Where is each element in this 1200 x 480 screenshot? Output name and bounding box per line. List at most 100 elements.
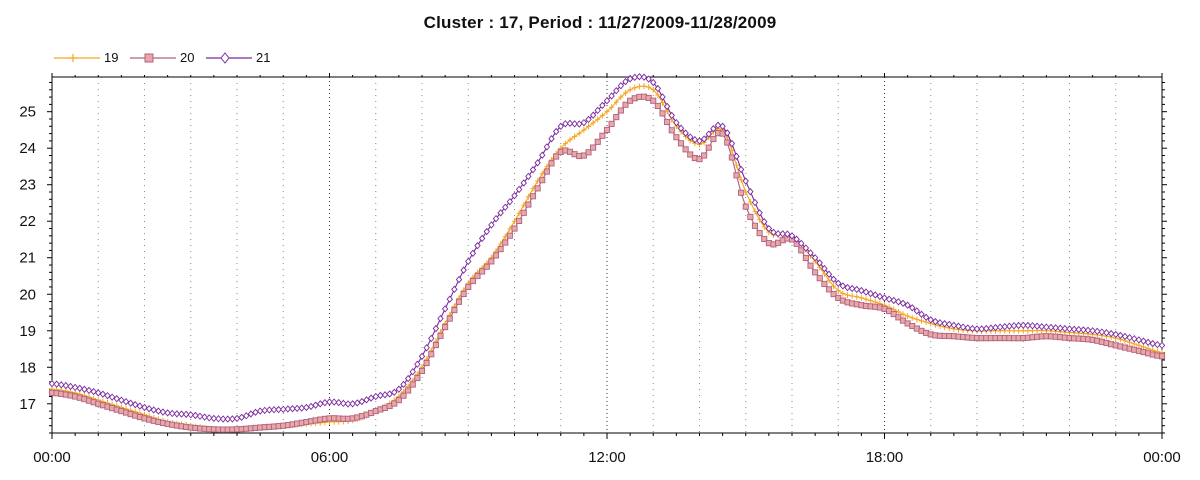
data-point-21 [932, 317, 939, 326]
data-point-21 [779, 230, 786, 238]
data-point-21 [441, 305, 449, 313]
data-point-21 [631, 73, 638, 82]
data-point-20 [525, 201, 532, 208]
data-point-20 [585, 149, 592, 156]
data-point-20 [733, 172, 740, 179]
data-point-20 [742, 203, 749, 210]
data-point-21 [529, 165, 537, 174]
data-point-21 [677, 124, 685, 132]
legend-label-19: 19 [104, 50, 119, 65]
data-point-21 [136, 402, 144, 410]
data-point-19 [609, 104, 615, 111]
data-point-21 [465, 257, 472, 266]
data-point-20 [391, 400, 398, 407]
data-point-21 [788, 232, 796, 240]
data-point-21 [821, 264, 828, 273]
data-point-20 [539, 177, 546, 184]
data-point-21 [733, 152, 740, 161]
data-point-21 [326, 398, 333, 406]
data-point-21 [243, 412, 250, 420]
data-point-21 [862, 288, 870, 296]
data-point-21 [636, 73, 643, 81]
data-point-21 [946, 320, 953, 329]
data-point-20 [761, 235, 768, 243]
data-point-21 [312, 401, 319, 409]
data-point-21 [548, 135, 555, 143]
data-point-21 [178, 410, 185, 418]
data-point-20 [807, 262, 814, 269]
data-point-21 [455, 275, 463, 284]
legend-swatch-19 [54, 54, 100, 62]
data-point-21 [580, 118, 588, 127]
data-point-20 [488, 258, 495, 265]
data-point-21 [497, 209, 504, 217]
data-point-21 [724, 129, 731, 137]
data-point-21 [395, 385, 403, 393]
data-point-19 [845, 292, 850, 299]
data-point-21 [844, 283, 851, 292]
data-point-21 [196, 412, 204, 420]
data-point-21 [192, 411, 199, 420]
data-point-21 [913, 307, 921, 315]
data-point-20 [497, 246, 504, 253]
data-point-21 [603, 97, 611, 105]
data-point-20 [659, 110, 666, 117]
data-point-21 [1094, 327, 1101, 336]
data-point-20 [479, 268, 486, 275]
data-point-21 [608, 92, 615, 100]
data-point-21 [978, 325, 985, 333]
data-point-21 [145, 405, 153, 413]
data-point-21 [224, 415, 231, 423]
data-point-19 [835, 287, 841, 294]
data-point-19 [1141, 343, 1146, 350]
data-point-21 [765, 224, 773, 233]
data-point-21 [589, 111, 597, 119]
data-point-20 [502, 239, 509, 246]
data-point-21 [784, 230, 791, 238]
data-point-21 [1112, 330, 1119, 339]
data-point-21 [1158, 341, 1166, 350]
data-point-20 [548, 160, 555, 167]
data-point-20 [400, 392, 407, 399]
data-point-21 [409, 368, 416, 376]
data-point-19 [868, 297, 874, 304]
data-point-19 [655, 92, 661, 99]
data-point-19 [586, 123, 591, 130]
data-point-21 [770, 228, 777, 237]
data-point-20 [830, 291, 837, 298]
data-point-20 [654, 102, 661, 109]
data-point-21 [885, 295, 893, 303]
data-point-21 [469, 249, 477, 257]
data-point-21 [169, 409, 176, 418]
data-point-21 [996, 323, 1004, 331]
data-point-19 [632, 84, 638, 91]
data-point-21 [1066, 325, 1073, 333]
data-point-21 [1052, 324, 1059, 332]
data-point-19 [831, 283, 837, 290]
data-point-21 [201, 413, 208, 421]
data-point-20 [603, 126, 611, 133]
data-point-21 [187, 411, 194, 419]
data-point-21 [696, 137, 703, 145]
data-point-21 [1126, 333, 1133, 342]
data-point-20 [543, 168, 550, 175]
data-point-21 [987, 324, 995, 332]
data-point-21 [95, 389, 102, 397]
data-point-21 [1061, 324, 1069, 333]
data-point-21 [927, 316, 934, 324]
data-point-20 [608, 120, 615, 127]
data-point-21 [132, 400, 139, 409]
data-point-21 [284, 405, 292, 413]
data-point-21 [478, 234, 486, 243]
data-point-21 [1043, 323, 1050, 331]
data-point-21 [798, 239, 805, 248]
data-point-20 [895, 314, 902, 321]
data-point-20 [728, 154, 735, 161]
data-point-21 [1029, 322, 1036, 330]
data-point-21 [298, 404, 305, 412]
data-point-21 [1131, 335, 1138, 343]
data-point-20 [409, 381, 416, 388]
data-point-21 [173, 410, 181, 418]
y-tick-label: 19 [19, 323, 36, 340]
data-point-20 [664, 118, 671, 125]
